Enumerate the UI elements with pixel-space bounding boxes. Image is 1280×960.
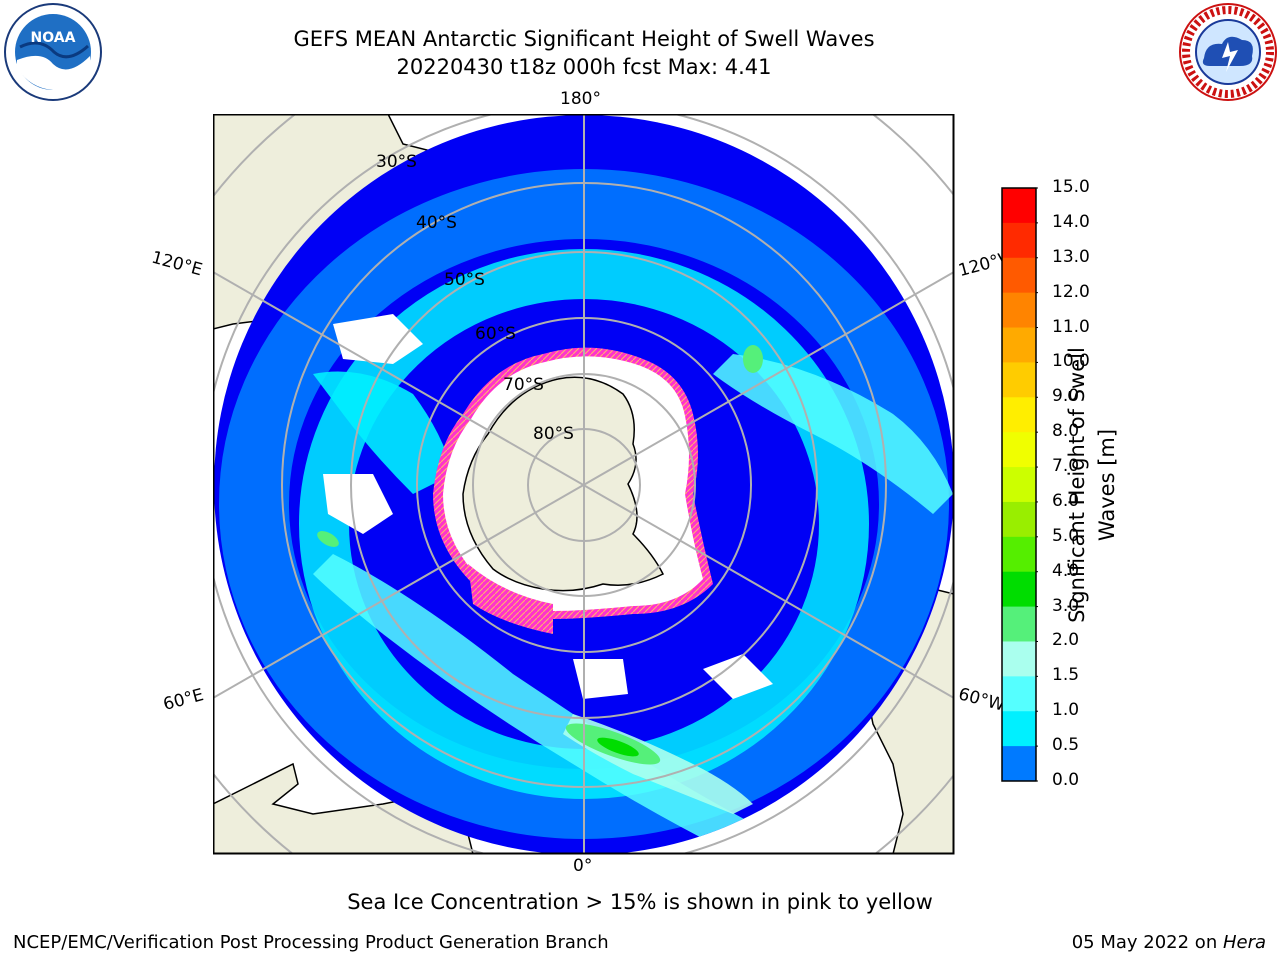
land-antarctica: [462, 376, 665, 592]
colorbar-bin: [1002, 606, 1036, 642]
colorbar-label-line2: Waves [m]: [1095, 428, 1119, 542]
date-text: 05 May 2022 on Hera: [1072, 932, 1266, 953]
colorbar-bin: [1002, 362, 1036, 398]
colorbar-tick-label: 15.0: [1052, 177, 1090, 197]
colorbar-tick-label: 1.5: [1052, 665, 1080, 686]
lon-label-top: 180°: [560, 89, 601, 109]
colorbar-bin: [1002, 501, 1036, 538]
chart-subtitle: 20220430 t18z 000h fcst Max: 4.41: [396, 55, 772, 79]
colorbar-bin: [1002, 188, 1036, 224]
noaa-logo: NOAA: [2, 2, 104, 106]
colorbar-tick-label: 5.0: [1052, 525, 1080, 546]
colorbar-tick-label: 3.0: [1052, 595, 1080, 616]
colorbar-tick-label: 0.0: [1052, 770, 1080, 790]
colorbar-tick-label: 10.0: [1052, 351, 1090, 372]
colorbar-tick-label: 12.0: [1052, 281, 1090, 302]
swell-peak-2: [597, 737, 639, 757]
swell-peak-4: [317, 531, 339, 547]
polar-swell-map: [213, 114, 955, 855]
colorbar-label: Significant Height of Swell Waves [m]: [1062, 315, 1122, 655]
date-value: 05 May 2022 on: [1071, 932, 1223, 953]
ice-patch-2: [323, 474, 393, 534]
colorbar-bin: [1002, 397, 1036, 433]
lat-label-70s: 70°S: [503, 375, 544, 395]
machine-name: Hera: [1222, 932, 1266, 953]
colorbar: [1001, 187, 1038, 782]
lon-label-left-lower: 60°E: [161, 685, 206, 715]
colorbar-bin: [1002, 432, 1036, 468]
colorbar-tick-label: 11.0: [1052, 316, 1090, 337]
map-frame: [213, 114, 955, 855]
colorbar-frame: [1001, 187, 1037, 782]
colorbar-tick-label: 14.0: [1052, 211, 1090, 232]
colorbar-bin: [1002, 711, 1036, 747]
ice-patch-1: [333, 314, 423, 364]
colorbar-tick-label: 8.0: [1052, 421, 1080, 442]
colorbar-tick-label: 2.0: [1052, 630, 1080, 651]
ice-patch-4: [703, 654, 773, 699]
colorbar-bin: [1002, 222, 1036, 259]
lat-label-40s: 40°S: [416, 213, 457, 233]
lon-label-bottom: 0°: [573, 856, 593, 876]
swell-peak-3: [743, 345, 763, 373]
colorbar-bin: [1002, 327, 1036, 363]
colorbar-tick-label: 4.0: [1052, 560, 1080, 581]
colorbar-bin: [1002, 536, 1036, 573]
chart-title: GEFS MEAN Antarctic Significant Height o…: [293, 27, 875, 51]
colorbar-tick-label: 1.0: [1052, 700, 1080, 721]
colorbar-tick-label: 0.5: [1052, 735, 1080, 756]
lat-label-30s: 30°S: [376, 152, 417, 172]
colorbar-bin: [1002, 641, 1036, 677]
lat-label-80s: 80°S: [533, 424, 574, 444]
lat-label-60s: 60°S: [475, 324, 516, 344]
sea-ice-note: Sea Ice Concentration > 15% is shown in …: [347, 890, 933, 914]
colorbar-bin: [1002, 467, 1036, 503]
colorbar-tick-label: 9.0: [1052, 386, 1080, 407]
ice-shelf-weddell: [468, 564, 553, 634]
ice-patch-3: [573, 659, 628, 699]
lat-label-50s: 50°S: [444, 270, 485, 290]
land-africa: [213, 762, 474, 854]
colorbar-tick-label: 13.0: [1052, 246, 1090, 267]
colorbar-bin: [1002, 676, 1036, 712]
nws-logo: [1176, 2, 1280, 106]
svg-text:NOAA: NOAA: [31, 30, 76, 46]
colorbar-tick-label: 7.0: [1052, 456, 1080, 477]
credit-text: NCEP/EMC/Verification Post Processing Pr…: [13, 932, 609, 953]
colorbar-tick-label: 6.0: [1052, 490, 1080, 511]
colorbar-bin: [1002, 571, 1036, 608]
lon-label-left-upper: 120°E: [149, 247, 205, 281]
swell-plume-2: [713, 354, 953, 514]
colorbar-bin: [1002, 746, 1036, 782]
colorbar-bin: [1002, 292, 1036, 329]
graticule: [213, 114, 954, 854]
colorbar-bin: [1002, 257, 1036, 294]
colorbar-label-line1: Significant Height of Swell: [1065, 347, 1089, 623]
